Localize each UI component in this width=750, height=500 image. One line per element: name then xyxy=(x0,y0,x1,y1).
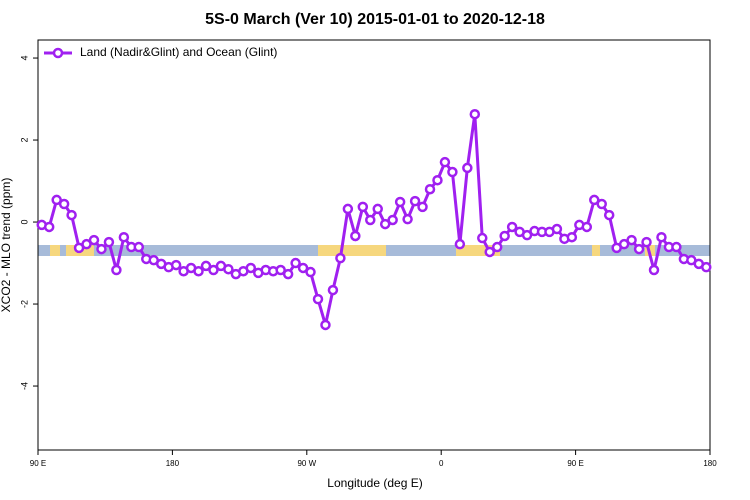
data-point xyxy=(432,174,443,186)
data-point xyxy=(372,203,383,215)
data-point xyxy=(170,259,182,271)
data-point xyxy=(43,221,55,233)
data-point xyxy=(618,238,630,250)
data-point xyxy=(387,214,398,226)
y-tick-label: 4 xyxy=(19,56,29,61)
data-point xyxy=(491,241,503,253)
data-point xyxy=(477,232,488,244)
land-strip xyxy=(592,245,600,256)
data-point xyxy=(589,194,600,206)
data-point xyxy=(350,230,361,242)
data-point xyxy=(462,162,473,174)
data-point xyxy=(499,230,510,242)
data-point xyxy=(633,243,645,255)
data-point xyxy=(118,231,130,243)
legend-label: Land (Nadir&Glint) and Ocean (Glint) xyxy=(80,45,277,59)
data-point xyxy=(327,284,339,296)
plot-frame xyxy=(37,39,711,451)
data-point xyxy=(521,229,533,241)
data-point xyxy=(51,194,62,206)
data-point xyxy=(671,241,682,253)
data-point xyxy=(133,241,145,253)
legend-marker xyxy=(52,47,64,59)
x-tick-label: 90 E xyxy=(30,459,46,468)
y-tick-label: -4 xyxy=(19,382,29,390)
data-point xyxy=(596,198,607,210)
data-point xyxy=(103,236,115,248)
data-point xyxy=(641,236,652,248)
data-point xyxy=(365,214,376,226)
y-tick-label: 0 xyxy=(19,220,29,225)
y-axis-label: XCO2 - MLO trend (ppm) xyxy=(0,178,13,313)
data-point xyxy=(409,195,421,207)
data-point xyxy=(484,246,495,258)
data-point xyxy=(402,213,413,225)
data-point xyxy=(290,257,301,269)
data-point xyxy=(305,266,316,278)
data-point xyxy=(626,234,637,246)
data-point xyxy=(551,223,563,235)
data-point xyxy=(193,265,204,277)
data-point xyxy=(424,183,436,195)
x-tick-label: 90 E xyxy=(567,459,583,468)
y-tick-label: -2 xyxy=(19,300,29,308)
data-point xyxy=(81,238,92,250)
data-point xyxy=(245,262,257,274)
data-point xyxy=(200,260,212,272)
data-point xyxy=(312,293,324,305)
data-point xyxy=(66,209,77,221)
data-point xyxy=(208,264,219,276)
data-point xyxy=(506,221,518,233)
data-point xyxy=(417,201,428,213)
data-point xyxy=(88,234,100,246)
data-point xyxy=(566,231,578,243)
data-point xyxy=(357,201,369,213)
data-point xyxy=(58,198,70,210)
data-point xyxy=(335,252,346,264)
data-point xyxy=(96,243,107,255)
data-point xyxy=(603,209,615,221)
data-point xyxy=(394,196,406,208)
chart-title: 5S-0 March (Ver 10) 2015-01-01 to 2020-1… xyxy=(205,11,545,28)
x-tick-label: 0 xyxy=(439,459,444,468)
data-point xyxy=(469,108,481,120)
data-point xyxy=(701,261,712,273)
data-point xyxy=(439,156,451,168)
x-tick-label: 180 xyxy=(703,459,717,468)
y-tick-label: 2 xyxy=(19,138,29,143)
data-point xyxy=(379,218,391,230)
data-point xyxy=(454,238,466,250)
x-tick-label: 180 xyxy=(166,459,180,468)
data-point xyxy=(282,268,294,280)
x-tick-label: 90 W xyxy=(297,459,316,468)
data-point xyxy=(223,263,234,275)
data-point xyxy=(111,264,122,276)
data-point xyxy=(275,264,286,276)
data-point xyxy=(581,221,593,233)
data-point xyxy=(447,166,458,178)
x-axis-label: Longitude (deg E) xyxy=(327,476,422,490)
land-strip xyxy=(318,245,386,256)
land-strip xyxy=(50,245,60,256)
land-strip xyxy=(456,245,500,256)
data-point xyxy=(297,262,309,274)
data-point xyxy=(656,231,667,243)
data-point xyxy=(648,264,660,276)
data-point xyxy=(342,203,354,215)
data-point xyxy=(320,319,331,331)
